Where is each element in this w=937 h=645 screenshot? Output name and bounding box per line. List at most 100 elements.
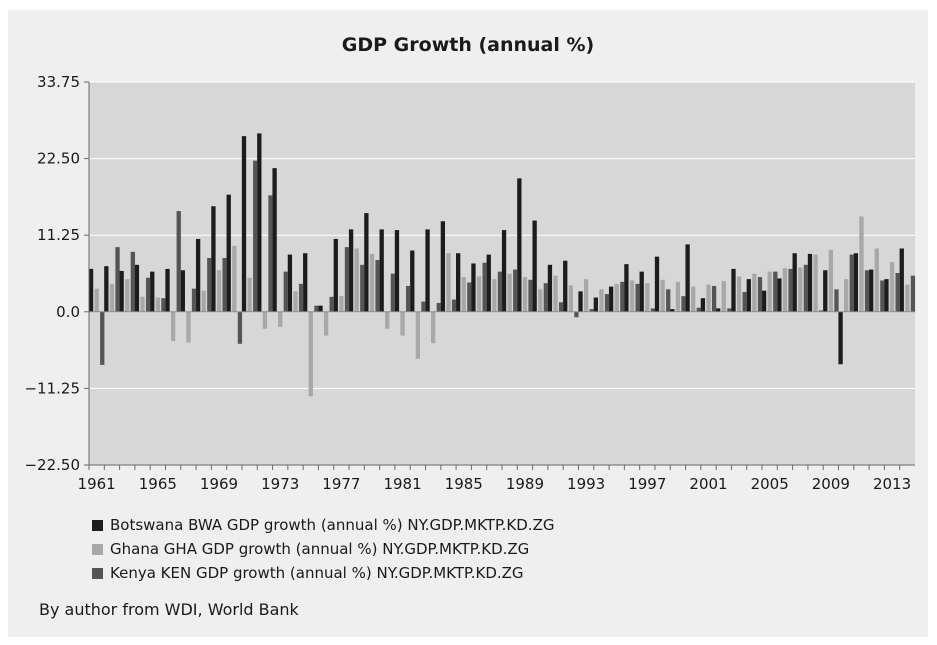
bar-kenya-1992 <box>574 311 579 318</box>
bar-kenya-1970 <box>237 311 243 344</box>
bar-kenya-1964 <box>145 277 151 312</box>
bar-botswana-1974 <box>287 254 293 312</box>
bar-botswana-2001 <box>700 298 706 312</box>
bar-botswana-1992 <box>563 260 568 312</box>
bar-kenya-2014 <box>910 275 916 312</box>
bar-ghana-2014 <box>905 284 910 312</box>
bar-ghana-1991 <box>553 275 558 312</box>
bar-botswana-2010 <box>838 311 843 365</box>
bar-ghana-1979 <box>369 253 375 312</box>
bar-botswana-2004 <box>746 279 751 312</box>
bar-botswana-1990 <box>532 220 537 312</box>
bar-botswana-2005 <box>761 290 767 312</box>
bar-botswana-2003 <box>731 268 736 312</box>
bar-ghana-1966 <box>170 311 176 342</box>
bar-kenya-2012 <box>880 280 885 312</box>
bar-ghana-1969 <box>216 270 222 312</box>
bar-ghana-1973 <box>278 311 283 327</box>
bar-botswana-2014 <box>899 248 904 312</box>
bar-botswana-1967 <box>180 270 185 312</box>
bar-botswana-1975 <box>303 253 308 312</box>
legend-swatch-botswana <box>92 519 103 531</box>
bar-botswana-2009 <box>823 270 828 312</box>
bar-kenya-2008 <box>819 310 824 312</box>
bar-kenya-1965 <box>161 298 166 312</box>
bar-kenya-1963 <box>130 251 135 312</box>
y-axis-ticks: 33.75 22.50 11.25 0.0 −11.25 −22.50 <box>24 73 89 474</box>
y-tick-label: 33.75 <box>37 73 80 91</box>
bar-botswana-1997 <box>639 271 644 312</box>
bar-kenya-1979 <box>375 260 380 312</box>
bar-ghana-2012 <box>874 248 879 312</box>
chart-frame: GDP Growth (annual %) 33.75 22.50 11.25 0.0… <box>8 10 928 637</box>
bar-kenya-2010 <box>849 254 854 312</box>
x-tick-label: 2013 <box>873 475 911 493</box>
bar-kenya-1966 <box>176 211 181 312</box>
legend-swatch-ghana <box>92 543 103 555</box>
bar-botswana-1978 <box>348 229 354 312</box>
legend-item-ghana: Ghana GHA GDP growth (annual %) NY.GDP.M… <box>92 537 554 561</box>
bar-botswana-1981 <box>394 230 400 312</box>
bar-kenya-2011 <box>864 270 870 312</box>
bar-kenya-1993 <box>589 309 594 312</box>
bar-kenya-1978 <box>360 264 365 312</box>
bar-ghana-1996 <box>629 280 635 312</box>
bar-ghana-1976 <box>323 311 329 336</box>
bar-botswana-1972 <box>257 133 262 312</box>
bar-kenya-1987 <box>497 271 503 312</box>
legend-label-botswana: Botswana BWA GDP growth (annual %) NY.GD… <box>110 516 555 534</box>
bar-ghana-1989 <box>522 277 528 312</box>
bar-ghana-1993 <box>583 279 589 312</box>
bar-kenya-1985 <box>467 282 472 312</box>
bar-ghana-1977 <box>339 296 344 312</box>
legend-swatch-kenya <box>92 567 103 579</box>
x-tick-label: 1981 <box>383 475 421 493</box>
bar-botswana-2000 <box>685 244 690 312</box>
bar-botswana-1980 <box>379 229 384 312</box>
bar-botswana-2013 <box>884 279 889 312</box>
bar-kenya-1971 <box>253 160 258 312</box>
bar-kenya-1972 <box>268 195 273 312</box>
bar-botswana-2008 <box>807 253 813 312</box>
bar-botswana-2002 <box>716 308 721 312</box>
bar-ghana-1971 <box>247 277 252 312</box>
bars <box>88 133 916 397</box>
bar-botswana-2007 <box>792 253 797 312</box>
bar-botswana-1983 <box>425 229 430 312</box>
x-axis-ticks: 1961 1965 1969 1973 1977 1981 1985 1989 1993 1997… <box>78 465 911 493</box>
bar-kenya-2001 <box>711 285 717 312</box>
bar-ghana-2010 <box>844 279 849 312</box>
bar-kenya-1996 <box>635 283 640 312</box>
bar-ghana-1981 <box>400 311 405 336</box>
bar-ghana-1975 <box>308 311 313 397</box>
bar-ghana-1992 <box>568 285 573 312</box>
bar-botswana-1993 <box>578 291 583 312</box>
bar-botswana-1963 <box>119 270 124 312</box>
y-tick-label: 11.25 <box>37 226 80 244</box>
bar-botswana-1999 <box>670 309 675 312</box>
bar-ghana-2013 <box>889 262 895 312</box>
bar-ghana-2000 <box>691 286 696 312</box>
bar-kenya-1974 <box>298 283 304 312</box>
x-tick-label: 1977 <box>322 475 360 493</box>
bar-kenya-2004 <box>757 277 763 312</box>
bar-ghana-1999 <box>675 281 681 312</box>
bar-kenya-1961 <box>100 311 105 365</box>
x-tick-label: 1989 <box>506 475 544 493</box>
y-tick-label: −22.50 <box>24 456 80 474</box>
bar-kenya-1980 <box>390 273 396 312</box>
bar-botswana-1996 <box>624 264 629 312</box>
bar-kenya-2013 <box>895 272 900 312</box>
chart-title: GDP Growth (annual %) <box>341 34 595 56</box>
bar-kenya-1997 <box>650 308 656 312</box>
bar-kenya-1989 <box>528 279 533 312</box>
bar-ghana-1986 <box>476 276 482 312</box>
y-tick-label: −11.25 <box>24 379 80 397</box>
bar-botswana-1977 <box>333 238 338 312</box>
x-tick-label: 1973 <box>261 475 299 493</box>
bar-kenya-1969 <box>222 258 227 312</box>
bar-ghana-1997 <box>645 283 650 312</box>
bar-botswana-1987 <box>486 254 491 312</box>
legend: Botswana BWA GDP growth (annual %) NY.GD… <box>92 513 554 585</box>
bar-botswana-1995 <box>608 286 614 312</box>
